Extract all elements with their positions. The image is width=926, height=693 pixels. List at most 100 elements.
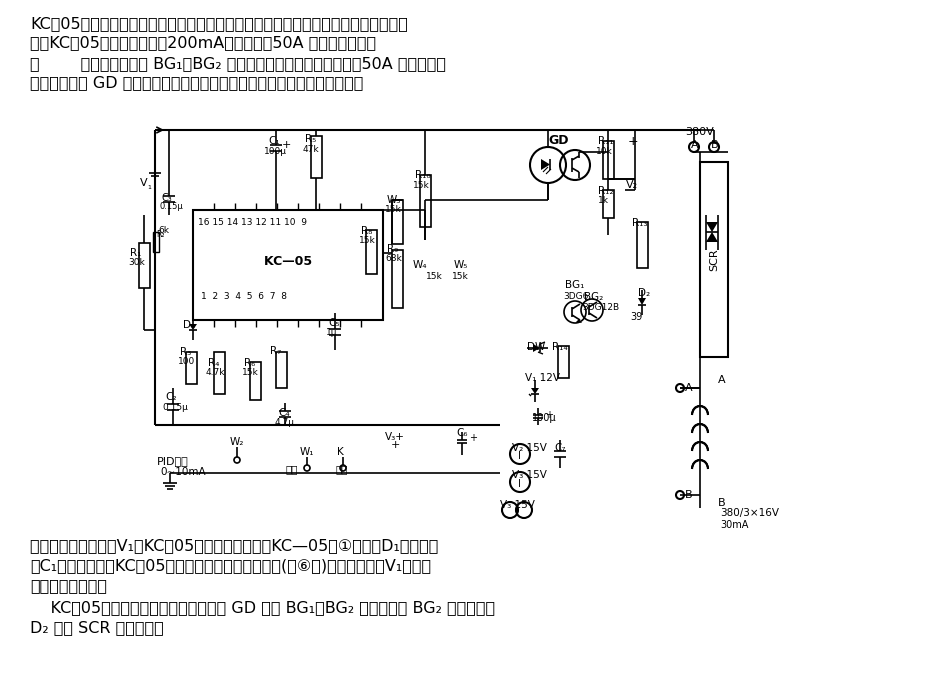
Text: PID输入: PID输入 [157,456,189,466]
Bar [603,190,614,218]
Bar [366,230,377,274]
Text: C₁: C₁ [268,136,280,146]
Text: +: + [628,135,639,148]
Text: 手动: 手动 [335,464,347,474]
Text: 硯，又设置了 GD 光电耦合器，使触发电路与主电路隔离，提高了安全性。: 硯，又设置了 GD 光电耦合器，使触发电路与主电路隔离，提高了安全性。 [30,75,363,90]
Text: KC—⁠05: KC—⁠05 [264,255,312,268]
Polygon shape [541,159,550,170]
Bar [420,175,431,227]
Polygon shape [706,222,718,232]
Text: R₅: R₅ [305,134,317,144]
Text: W₁: W₁ [300,447,315,457]
Text: A: A [685,383,693,393]
Text: D₁: D₁ [183,320,195,330]
Text: KC－05集成电路具有体积小，外围电路简单，用它装置调温电路，调试简单，可靠性: KC－05集成电路具有体积小，外围电路简单，用它装置调温电路，调试简单，可靠性 [30,16,407,31]
Text: 15k: 15k [359,236,376,245]
Text: C₃: C₃ [162,193,173,203]
Bar [392,250,403,308]
Text: 30k: 30k [128,258,144,267]
Text: 3DG6: 3DG6 [563,292,588,301]
Text: R₆: R₆ [244,358,256,368]
Text: 68k: 68k [385,254,402,263]
Text: +: + [282,140,292,150]
Text: 即C₁的电压不影响KC－05内部同步过零检测输入电压(接⑥脚)的脉动性质。V₁山作过: 即C₁的电压不影响KC－05内部同步过零检测输入电压(接⑥脚)的脉动性质。V₁山… [30,558,432,573]
Text: 自动: 自动 [285,464,297,474]
Circle shape [676,384,684,392]
Bar [392,200,403,244]
Bar [193,210,383,320]
Text: I: I [518,451,520,461]
Text: 1  2  3  4  5  6  7  8: 1 2 3 4 5 6 7 8 [201,292,287,301]
Text: W₅: W₅ [454,260,469,270]
Text: 4.7μ: 4.7μ [275,418,295,427]
Text: 100: 100 [178,357,195,366]
Text: 47k: 47k [303,145,319,154]
Text: 15k: 15k [426,272,443,281]
Text: SCR: SCR [709,249,719,272]
Text: 10k: 10k [596,147,613,156]
Text: C₆: C₆ [456,428,468,438]
Text: 15k: 15k [242,368,258,377]
Text: B: B [685,490,693,500]
Text: R₁₀: R₁₀ [415,170,431,180]
Text: I: I [518,479,520,489]
Text: 图        所示电路增加了 BG₁、BG₂ 等组成的脉冲放大器，可以触发50A 以上的可控: 图 所示电路增加了 BG₁、BG₂ 等组成的脉冲放大器，可以触发50A 以上的可… [30,56,446,71]
Text: B: B [711,140,719,150]
Text: 15k: 15k [385,205,402,214]
Text: W₃: W₃ [387,195,401,205]
Text: V₁ 12V: V₁ 12V [525,373,560,383]
Circle shape [676,491,684,499]
Text: R₁: R₁ [130,248,142,258]
Polygon shape [706,232,718,242]
Bar [214,352,225,394]
Text: C₅: C₅ [328,318,340,328]
Text: W₂: W₂ [230,437,244,447]
Text: 16 15 14 13 12 11 10  9: 16 15 14 13 12 11 10 9 [198,218,307,227]
Bar [250,362,261,400]
Text: 0.15μ: 0.15μ [159,202,182,211]
Bar [276,352,287,388]
Text: 100μ: 100μ [264,147,287,156]
Text: DW: DW [527,342,545,352]
Text: C₂: C₂ [165,392,177,402]
Text: +: + [545,410,553,420]
Polygon shape [189,324,197,330]
Bar [603,141,614,179]
Text: V₂: V₂ [626,180,638,190]
Text: V₃ 15V: V₃ 15V [512,470,547,480]
Text: +: + [391,440,400,450]
Text: BG₂: BG₂ [584,292,603,302]
Text: R₃: R₃ [180,347,192,357]
Text: GD: GD [548,134,569,147]
Text: 1k: 1k [598,196,609,205]
Text: R₄: R₄ [208,358,219,368]
Bar [558,346,569,378]
Text: 零检测信号电源。: 零检测信号电源。 [30,578,107,593]
Text: R₁₄: R₁₄ [552,342,568,352]
Text: 100μ: 100μ [532,413,557,423]
Text: 380/3×16V: 380/3×16V [720,508,779,518]
Bar [311,136,322,178]
Text: ₁: ₁ [147,181,151,191]
Text: B: B [718,498,726,508]
Text: V₃ 15V: V₃ 15V [500,500,535,510]
Polygon shape [531,388,539,394]
Text: D₂: D₂ [638,288,650,298]
Bar [186,352,197,384]
Text: BG₁: BG₁ [565,280,584,290]
Text: V₃+: V₃+ [385,432,405,442]
Text: C₄: C₄ [278,408,290,418]
Text: 0.15μ: 0.15μ [162,403,188,412]
Text: K: K [337,447,344,457]
Text: 3DG12B: 3DG12B [582,303,619,312]
Text: 0∼10mA: 0∼10mA [160,467,206,477]
Text: R₇: R₇ [270,346,282,356]
Text: A: A [691,140,698,150]
Text: +: + [469,433,477,443]
Circle shape [689,142,699,152]
Bar [700,162,728,357]
Bar [637,222,648,268]
Text: W₄: W₄ [413,260,428,270]
Text: I: I [516,507,519,517]
Text: D₂ 接至 SCR 的控制极。: D₂ 接至 SCR 的控制极。 [30,620,164,635]
